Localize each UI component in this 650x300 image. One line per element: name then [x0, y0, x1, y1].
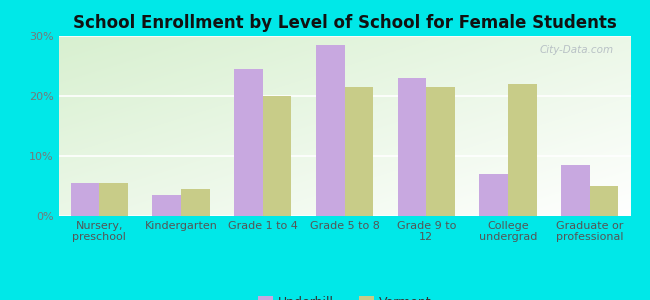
Bar	[181, 189, 210, 216]
Bar	[263, 96, 291, 216]
Bar	[590, 186, 618, 216]
Bar	[316, 45, 344, 216]
Bar	[153, 195, 181, 216]
Bar	[344, 87, 373, 216]
Bar	[234, 69, 263, 216]
Legend: Underhill, Vermont: Underhill, Vermont	[253, 291, 436, 300]
Bar	[398, 78, 426, 216]
Bar	[561, 165, 590, 216]
Bar	[479, 174, 508, 216]
Bar	[426, 87, 455, 216]
Title: School Enrollment by Level of School for Female Students: School Enrollment by Level of School for…	[73, 14, 616, 32]
Bar	[508, 84, 536, 216]
Text: City-Data.com: City-Data.com	[540, 45, 614, 55]
Bar	[99, 183, 128, 216]
Bar	[71, 183, 99, 216]
